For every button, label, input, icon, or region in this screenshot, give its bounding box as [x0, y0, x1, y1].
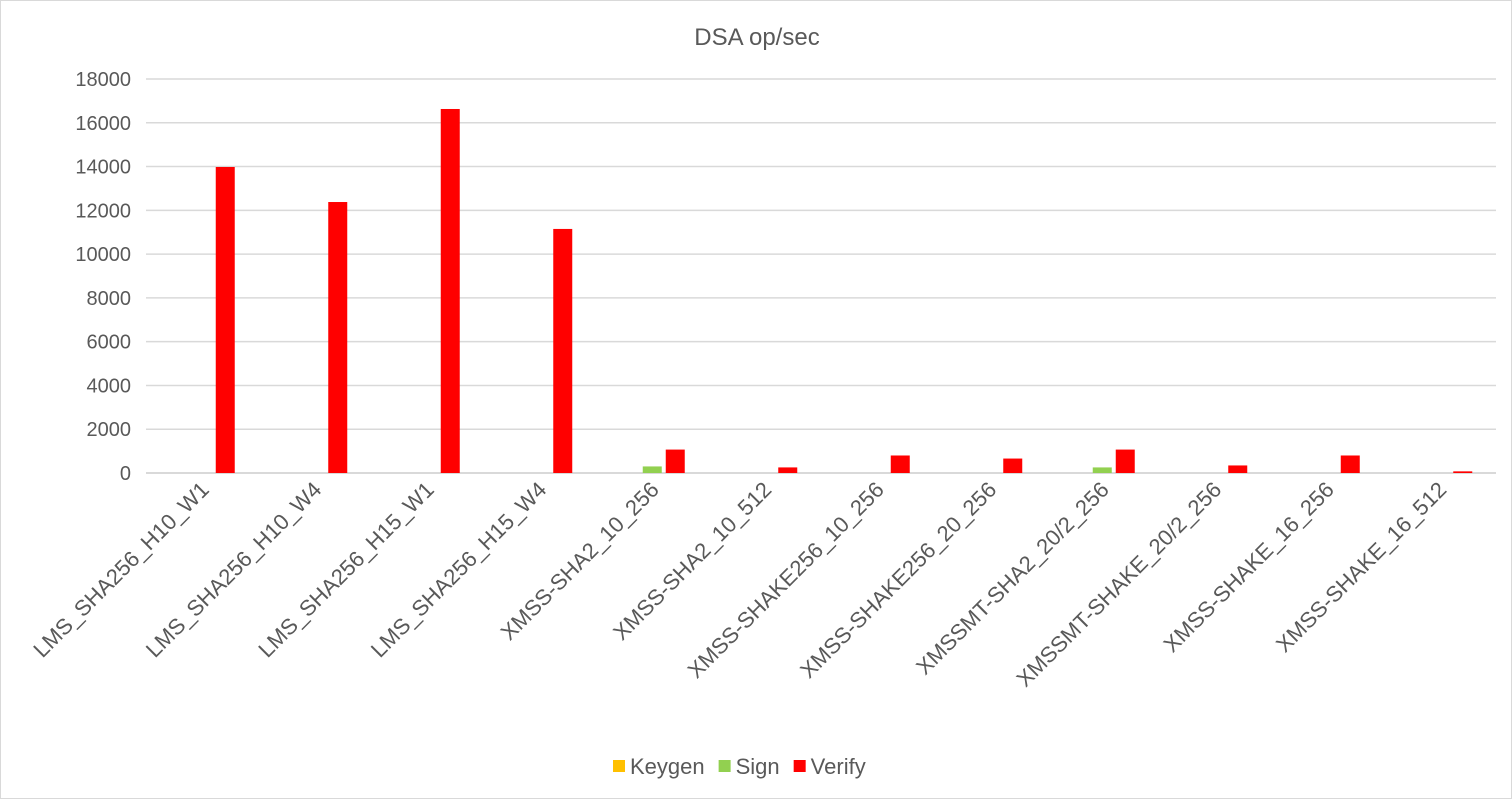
- bar-verify: [440, 108, 460, 473]
- legend-swatch-keygen: [613, 760, 625, 772]
- x-tick-label: XMSSMT-SHA2_20/2_256: [911, 477, 1114, 680]
- bar-verify: [1228, 465, 1248, 473]
- bar-verify: [1340, 455, 1360, 473]
- bar-verify: [553, 228, 573, 473]
- x-tick-label: XMSS-SHAKE256_10_256: [683, 477, 889, 683]
- bar-verify: [778, 467, 798, 473]
- bar-verify: [890, 455, 910, 473]
- bar-verify: [1115, 449, 1135, 473]
- y-tick-label: 18000: [75, 69, 131, 91]
- y-tick-label: 4000: [87, 375, 132, 397]
- legend-label: Verify: [811, 754, 866, 779]
- bar-verify: [215, 166, 235, 473]
- x-tick-label: XMSSMT-SHAKE_20/2_256: [1011, 477, 1226, 692]
- bar-verify: [328, 202, 348, 473]
- y-tick-label: 10000: [75, 244, 131, 266]
- y-tick-label: 0: [120, 463, 131, 485]
- x-tick-label: XMSS-SHAKE256_20_256: [795, 477, 1001, 683]
- y-tick-label: 6000: [87, 332, 132, 354]
- y-tick-label: 2000: [87, 419, 132, 441]
- y-tick-label: 16000: [75, 113, 131, 135]
- legend-label: Keygen: [630, 754, 705, 779]
- legend-swatch-verify: [793, 760, 806, 772]
- y-tick-label: 8000: [87, 288, 132, 310]
- bar-sign: [642, 466, 662, 473]
- bar-verify: [1003, 458, 1023, 473]
- y-tick-label: 12000: [75, 200, 131, 222]
- y-tick-label: 14000: [75, 157, 131, 179]
- bar-verify: [1453, 471, 1473, 473]
- legend-label: Sign: [736, 754, 780, 779]
- legend-swatch-sign: [718, 760, 731, 772]
- bar-sign: [1092, 467, 1112, 473]
- chart-title: DSA op/sec: [694, 24, 819, 51]
- bar-verify: [665, 449, 685, 473]
